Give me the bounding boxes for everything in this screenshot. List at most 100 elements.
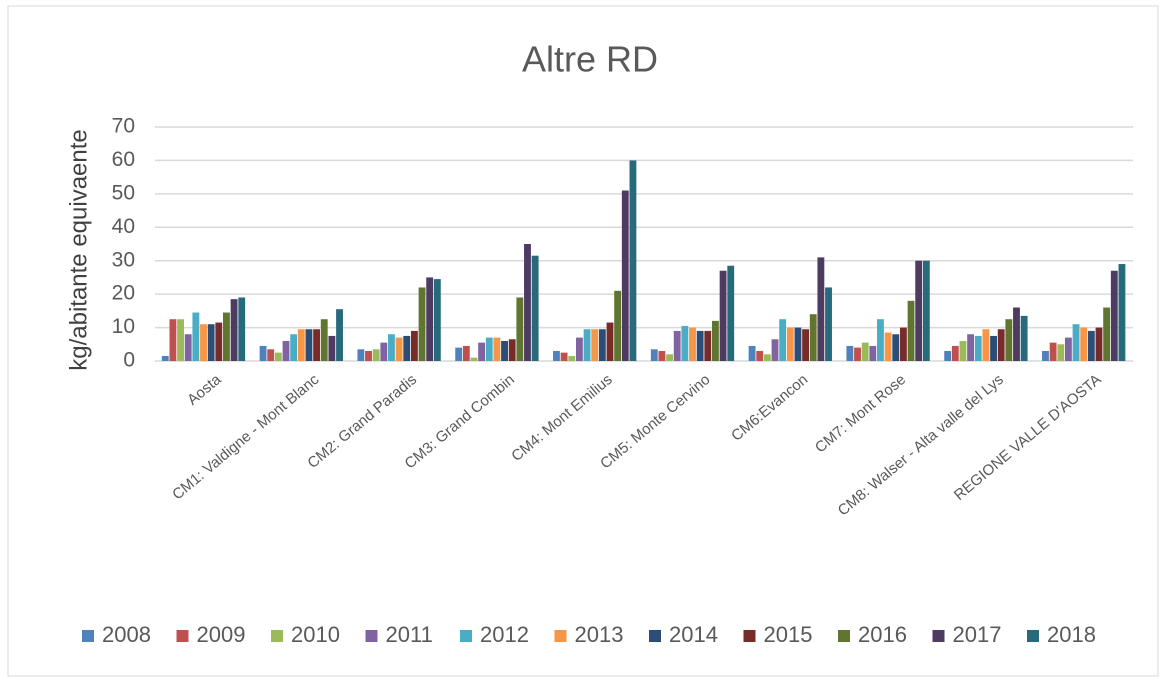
legend-swatch — [1027, 630, 1039, 642]
bar — [771, 339, 779, 361]
bar — [696, 330, 704, 361]
bar — [990, 335, 997, 361]
bar — [410, 330, 418, 361]
bar — [524, 244, 531, 361]
bar — [944, 350, 952, 361]
bar — [846, 345, 854, 361]
bar — [161, 355, 169, 361]
bar — [951, 345, 959, 361]
bar — [568, 355, 576, 361]
bar — [388, 334, 395, 361]
legend-label: 2011 — [386, 622, 433, 647]
bar — [658, 350, 666, 361]
bar — [621, 190, 629, 361]
legend-swatch — [365, 630, 378, 642]
bar — [290, 334, 298, 361]
bar — [884, 332, 892, 361]
bar — [192, 312, 200, 361]
bar — [1042, 350, 1049, 361]
bar — [1072, 324, 1080, 361]
bar — [320, 319, 328, 361]
bar — [583, 329, 591, 361]
bar — [922, 260, 930, 361]
legend-label: 2008 — [102, 622, 151, 647]
bar — [712, 320, 719, 361]
bar — [470, 357, 478, 361]
bar — [372, 349, 380, 361]
y-tick-label: 30 — [112, 248, 135, 271]
legend-label: 2013 — [575, 622, 624, 647]
y-axis-label: kg/abitante equivaente — [65, 129, 92, 371]
legend-swatch — [271, 630, 283, 642]
bar — [756, 350, 764, 361]
bar — [907, 300, 915, 361]
bar — [1103, 307, 1111, 361]
bar — [305, 329, 313, 361]
y-tick-label: 50 — [112, 181, 135, 204]
bar — [485, 337, 493, 361]
bar — [915, 260, 923, 361]
bar — [395, 337, 403, 361]
bar — [614, 290, 622, 361]
legend-swatch — [838, 630, 850, 642]
bar — [825, 287, 832, 361]
bar — [478, 342, 486, 361]
bar — [748, 345, 756, 361]
bar — [259, 345, 267, 361]
bar — [238, 297, 246, 361]
y-tick-label: 70 — [112, 115, 135, 138]
bar — [426, 277, 434, 361]
bar — [606, 322, 614, 361]
legend-swatch — [743, 630, 756, 642]
legend-label: 2018 — [1047, 622, 1096, 647]
bar — [673, 330, 681, 361]
bar — [1080, 327, 1088, 361]
bar — [184, 334, 192, 361]
bar — [974, 335, 982, 361]
bar — [282, 340, 290, 361]
bar — [1020, 315, 1028, 361]
bar — [516, 297, 524, 361]
bar — [598, 329, 606, 361]
bar — [650, 349, 658, 361]
bar — [493, 337, 501, 361]
bar — [328, 335, 336, 361]
bar — [892, 334, 900, 361]
bar — [1013, 307, 1020, 361]
bar — [854, 347, 861, 361]
bar — [1057, 344, 1065, 361]
bar — [418, 287, 426, 361]
bar — [455, 347, 463, 361]
bar — [869, 345, 877, 361]
bar — [982, 329, 990, 361]
bar — [215, 322, 223, 361]
bar — [997, 329, 1005, 361]
bar — [794, 327, 802, 361]
bar — [531, 255, 539, 361]
legend-swatch — [932, 630, 945, 642]
y-tick-label: 60 — [112, 148, 135, 171]
bar — [817, 257, 825, 361]
bar — [336, 309, 343, 361]
bar — [786, 327, 794, 361]
bar — [809, 314, 817, 361]
bar — [629, 160, 637, 361]
bar — [313, 329, 321, 361]
bar — [297, 329, 305, 361]
bar — [403, 335, 411, 361]
bar — [779, 319, 787, 361]
legend-label: 2009 — [197, 622, 246, 647]
y-tick-label: 0 — [123, 349, 135, 372]
y-tick-label: 10 — [112, 315, 135, 338]
bar — [681, 325, 689, 361]
bar — [967, 334, 975, 361]
bar — [501, 340, 508, 361]
legend-label: 2016 — [858, 622, 907, 647]
bar — [763, 354, 771, 361]
legend-label: 2014 — [669, 622, 718, 647]
bar — [1110, 270, 1118, 361]
chart-title: Altre RD — [522, 39, 658, 80]
bar — [357, 349, 365, 361]
y-tick-label: 40 — [112, 215, 135, 238]
